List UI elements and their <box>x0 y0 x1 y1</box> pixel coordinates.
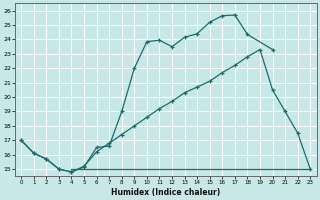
X-axis label: Humidex (Indice chaleur): Humidex (Indice chaleur) <box>111 188 220 197</box>
